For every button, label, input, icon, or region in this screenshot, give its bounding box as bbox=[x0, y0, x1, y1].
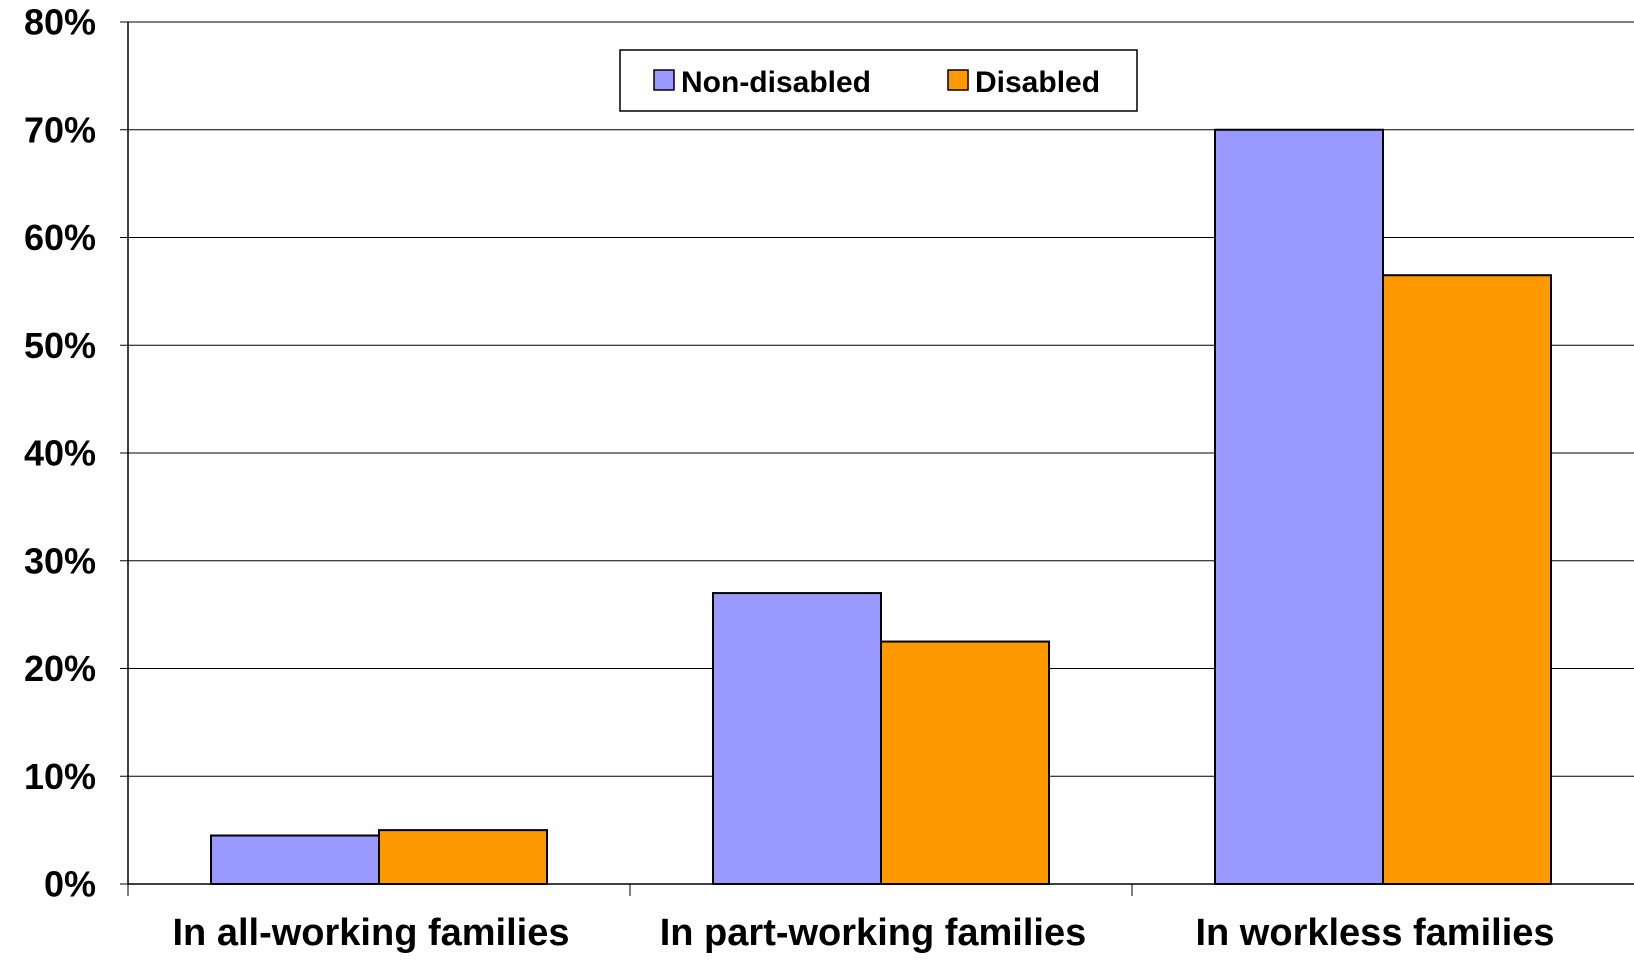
y-tick-label: 0% bbox=[44, 864, 96, 905]
bar-disabled bbox=[1382, 274, 1552, 885]
bar-disabled bbox=[378, 829, 548, 885]
y-tick-label: 70% bbox=[24, 109, 96, 150]
bar-non-disabled bbox=[1214, 128, 1384, 885]
y-tick-label: 20% bbox=[24, 648, 96, 689]
x-tick-label: In workless families bbox=[1195, 912, 1554, 954]
bar-disabled bbox=[880, 640, 1050, 885]
x-axis-ticks: In all-working families In part-working f… bbox=[127, 884, 1555, 954]
gridlines bbox=[128, 21, 1634, 777]
legend-swatch-disabled bbox=[947, 69, 969, 91]
bar-non-disabled bbox=[712, 592, 882, 885]
x-tick-label: In all-working families bbox=[173, 912, 570, 954]
y-axis-ticks: 0% 10% 20% 30% 40% 50% 60% 70% 80% bbox=[24, 2, 128, 905]
x-tick-label: In part-working families bbox=[660, 912, 1087, 954]
y-tick-label: 80% bbox=[24, 2, 96, 43]
legend-box bbox=[619, 49, 1138, 112]
y-tick-label: 40% bbox=[24, 433, 96, 474]
legend-label-disabled: Disabled bbox=[975, 66, 1100, 99]
y-tick-label: 60% bbox=[24, 217, 96, 258]
y-tick-label: 10% bbox=[24, 756, 96, 797]
legend-label-non-disabled: Non-disabled bbox=[681, 66, 871, 99]
y-tick-label: 50% bbox=[24, 325, 96, 366]
legend: Non-disabled Disabled bbox=[619, 49, 1138, 112]
bars bbox=[210, 128, 1552, 886]
legend-swatch-non-disabled bbox=[653, 69, 675, 91]
bar-non-disabled bbox=[210, 834, 380, 886]
y-tick-label: 30% bbox=[24, 540, 96, 581]
